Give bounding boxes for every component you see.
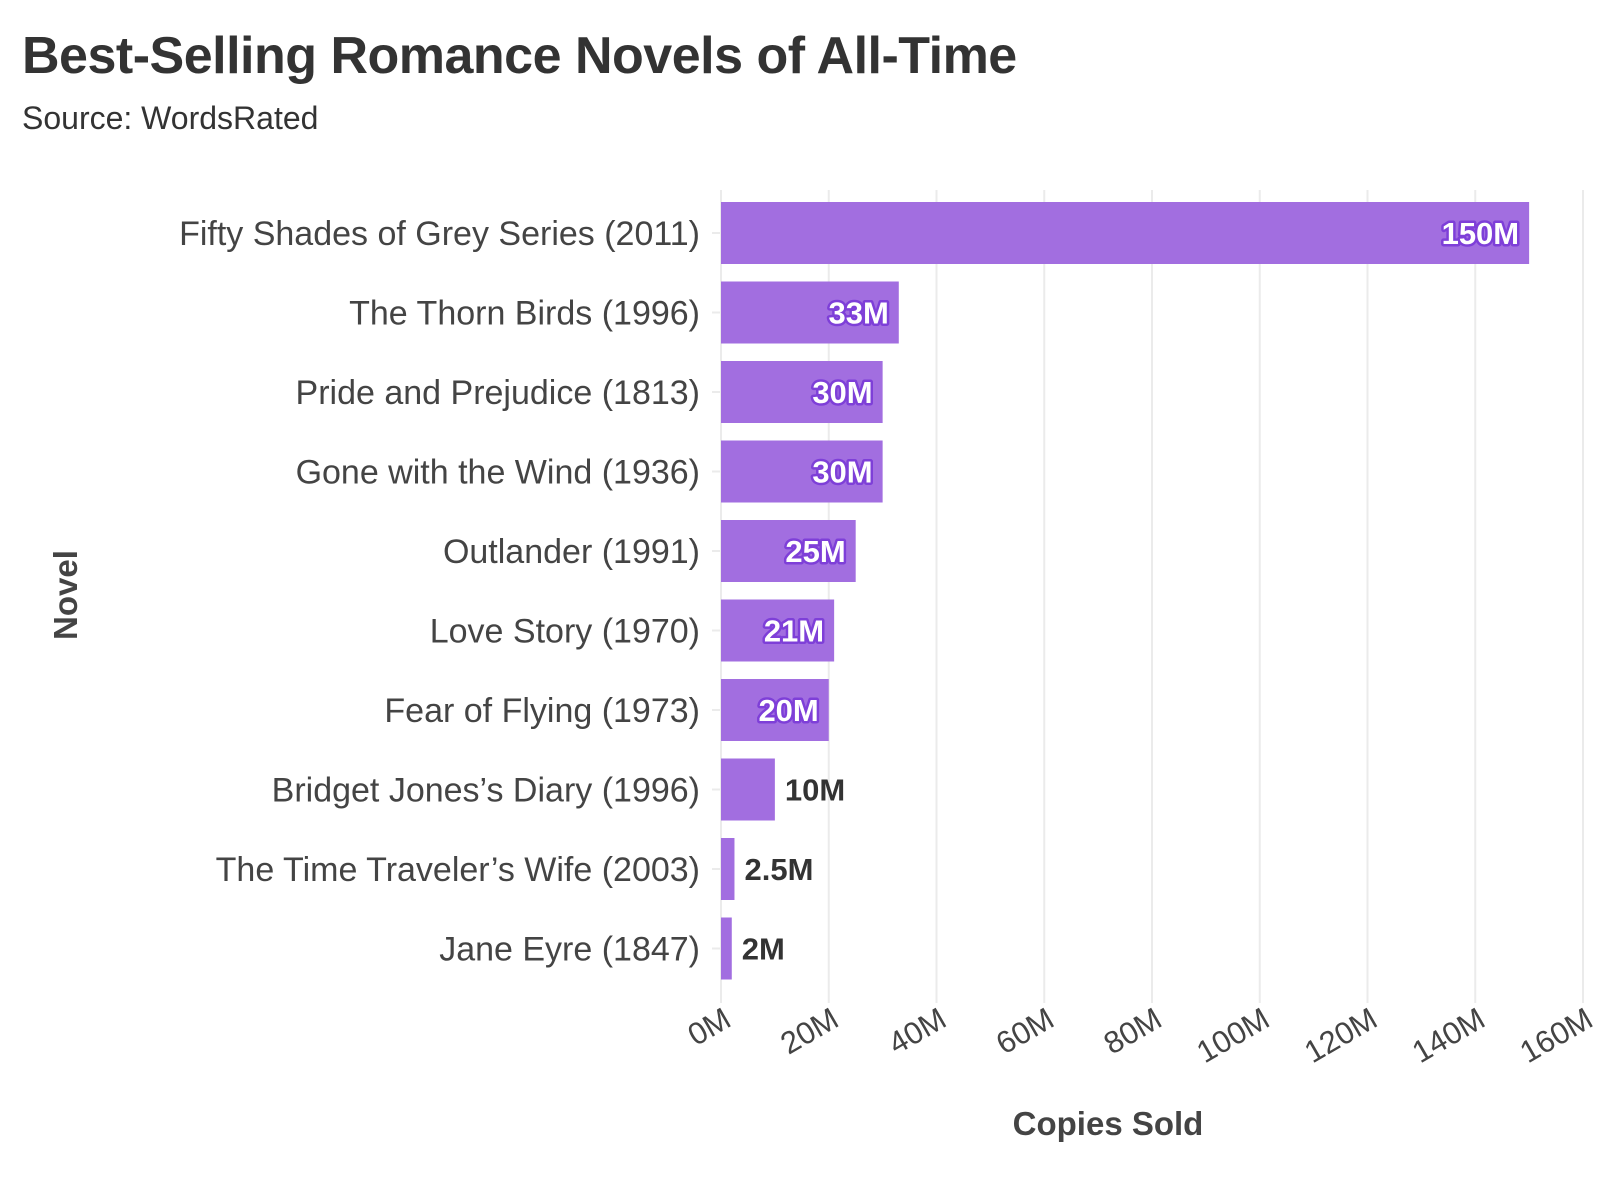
chart-title: Best-Selling Romance Novels of All-Time [22,27,1017,85]
bar [721,202,1530,264]
grid-lines [720,190,1584,1003]
value-label: 2M [742,932,785,967]
x-tick-label: 40M [882,1001,952,1061]
category-label: Jane Eyre (1847) [439,931,700,969]
category-label: The Thorn Birds (1996) [349,295,700,333]
x-tick-label: 140M [1406,1001,1491,1070]
value-label: 30M [812,455,872,490]
bar [721,758,775,821]
bar [721,917,732,980]
x-axis-title: Copies Sold [1013,1105,1204,1142]
y-axis-title: Novel [47,550,84,640]
category-label: Outlander (1991) [443,533,700,571]
category-label: Gone with the Wind (1936) [296,454,700,492]
y-axis-ticks [712,232,720,950]
x-tick-label: 160M [1514,1001,1599,1070]
chart-subtitle: Source: WordsRated [22,100,319,136]
bar [721,679,829,741]
bars [721,202,1530,980]
x-tick-label: 80M [1098,1001,1168,1061]
x-tick-label: 100M [1191,1001,1276,1070]
category-labels: Fifty Shades of Grey Series (2011) The Th… [179,215,700,969]
bar [721,361,883,423]
category-label: Fear of Flying (1973) [384,692,700,730]
category-label: Bridget Jones’s Diary (1996) [272,772,700,810]
bar [721,440,883,503]
x-axis-tick-labels: 0M 20M 40M 60M 80M 100M 120M 140M 160M [682,1001,1599,1070]
value-label: 30M [812,375,872,410]
value-label: 150M [1442,216,1520,251]
value-labels: 150M 33M 30M 30M 25M 21M 20M 10M 2.5M 2M [742,214,1522,967]
category-label: Pride and Prejudice (1813) [296,374,700,412]
x-tick-label: 0M [682,1001,737,1053]
category-label: Fifty Shades of Grey Series (2011) [179,215,700,253]
bar [721,838,735,900]
category-label: Love Story (1970) [430,613,700,651]
x-tick-label: 20M [775,1001,845,1061]
value-label: 25M [785,534,845,569]
bar [721,281,899,344]
value-label: 33M [828,296,888,331]
bar [721,599,835,662]
value-label: 10M [785,773,845,808]
value-label: 2.5M [744,852,813,887]
x-tick-label: 60M [990,1001,1060,1061]
category-label: The Time Traveler’s Wife (2003) [216,851,700,889]
value-label: 21M [764,614,824,649]
x-tick-label: 120M [1298,1001,1383,1070]
bar [721,520,856,582]
value-label: 20M [758,693,818,728]
